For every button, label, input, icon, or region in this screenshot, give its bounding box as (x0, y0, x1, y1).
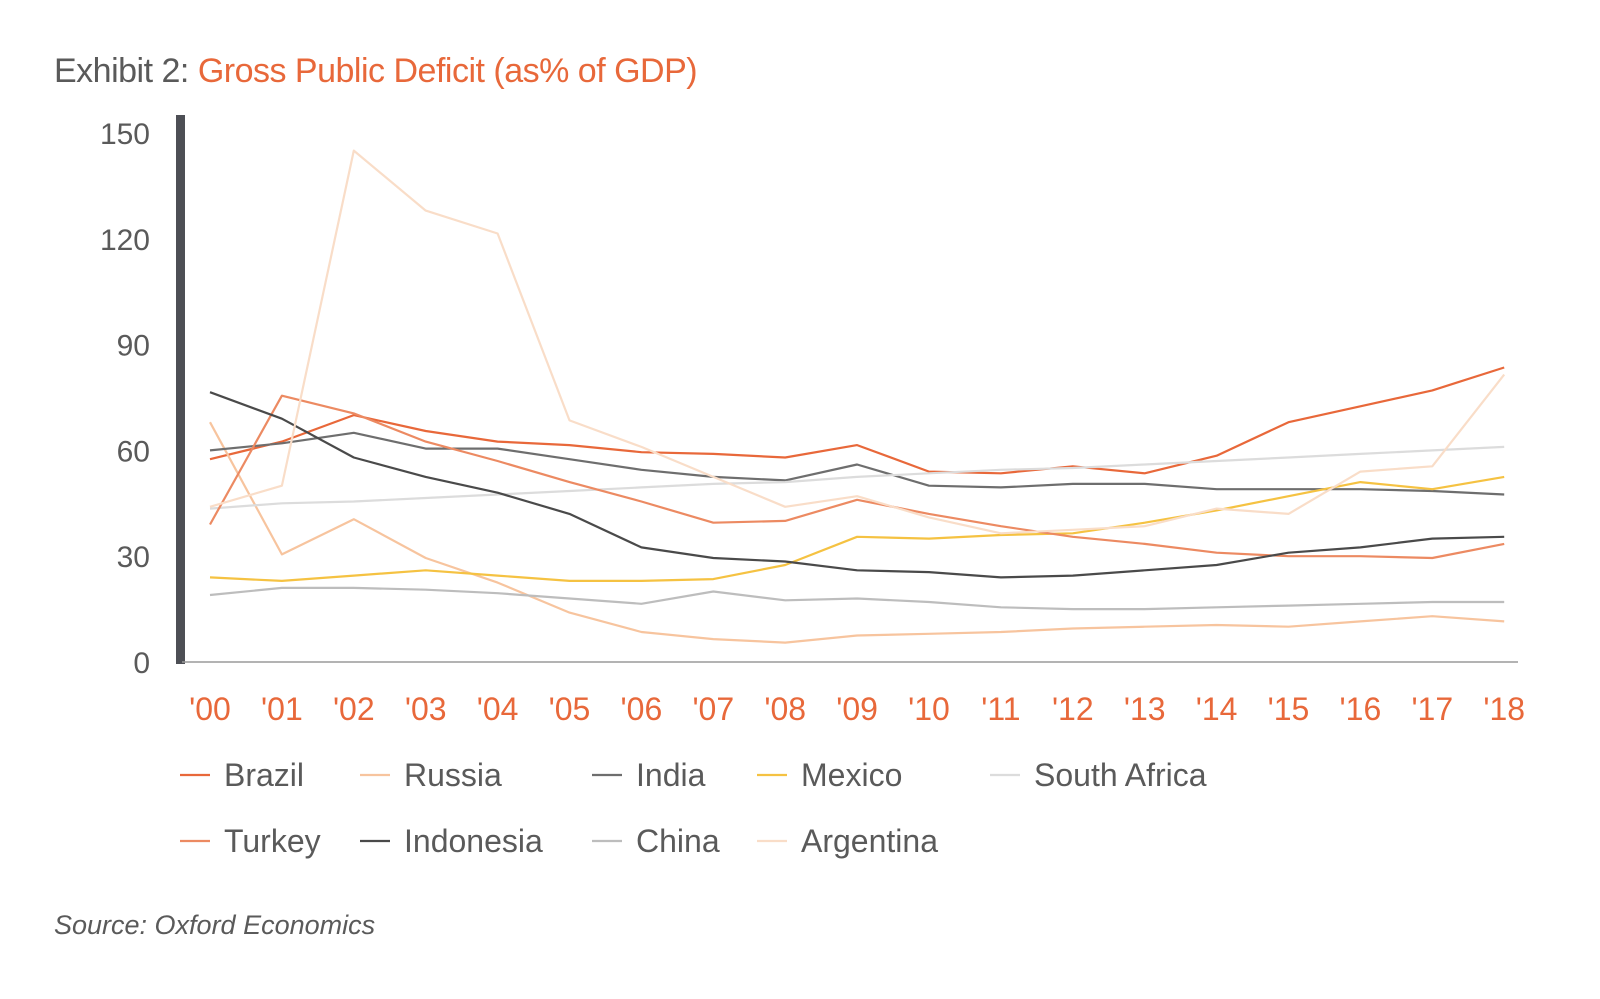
x-tick-label: '02 (333, 691, 375, 727)
legend-item-brazil: Brazil (180, 757, 304, 793)
y-tick-label: 90 (117, 330, 150, 363)
legend-label: Mexico (801, 757, 902, 793)
series-line-russia (209, 421, 1505, 644)
x-tick-label: '13 (1124, 691, 1166, 727)
legend-label: China (636, 823, 720, 859)
x-tick-label: '14 (1196, 691, 1238, 727)
legend-item-turkey: Turkey (180, 823, 321, 859)
legend-item-india: India (592, 757, 706, 793)
x-tick-label: '06 (621, 691, 663, 727)
x-tick-label: '15 (1268, 691, 1310, 727)
y-tick-label: 30 (117, 541, 150, 574)
y-tick-label: 120 (100, 224, 150, 257)
y-tick-label: 60 (117, 435, 150, 468)
legend-label: South Africa (1034, 757, 1207, 793)
legend-label: India (636, 757, 706, 793)
series-lines (209, 149, 1506, 644)
series-line-indonesia (209, 391, 1505, 579)
series-line-turkey (209, 394, 1505, 560)
series-line-india (209, 431, 1505, 496)
legend-item-mexico: Mexico (757, 757, 902, 793)
legend-label: Turkey (224, 823, 321, 859)
x-tick-label: '05 (549, 691, 591, 727)
x-tick-label: '07 (692, 691, 734, 727)
chart-title: Exhibit 2: Gross Public Deficit (as% of … (54, 52, 698, 91)
legend-label: Brazil (224, 757, 304, 793)
source-note: Source: Oxford Economics (54, 910, 376, 940)
title-prefix: Exhibit 2: (54, 52, 189, 90)
legend-item-russia: Russia (360, 757, 502, 793)
x-tick-label: '09 (836, 691, 878, 727)
x-tick-label: '03 (405, 691, 447, 727)
x-tick-label: '08 (764, 691, 806, 727)
y-axis-bar (176, 115, 185, 664)
x-tick-labels: '00 '01 '02 '03 '04 '05 '06 '07 '08 '09 '10 '11 '12 '… (189, 691, 1525, 727)
legend: Brazil Russia India Mexico South Africa Turke… (180, 757, 1207, 859)
x-tick-label: '00 (189, 691, 231, 727)
y-tick-labels: 0 30 60 90 120 150 (100, 118, 150, 680)
series-line-china (209, 586, 1505, 611)
y-axis (176, 115, 185, 664)
y-tick-label: 0 (133, 647, 150, 680)
series-line-mexico (209, 475, 1505, 583)
x-tick-label: '11 (981, 691, 1020, 727)
x-tick-label: '16 (1340, 691, 1382, 727)
x-tick-label: '01 (261, 691, 303, 727)
legend-label: Indonesia (404, 823, 543, 859)
legend-item-indonesia: Indonesia (360, 823, 543, 859)
y-tick-label: 150 (100, 118, 150, 151)
x-tick-label: '18 (1483, 691, 1525, 727)
title-main: Gross Public Deficit (as% of GDP) (197, 52, 698, 90)
legend-item-china: China (592, 823, 720, 859)
series-line-brazil (209, 366, 1505, 475)
legend-label: Argentina (801, 823, 938, 859)
legend-label: Russia (404, 757, 502, 793)
legend-item-argentina: Argentina (757, 823, 938, 859)
legend-item-south-africa: South Africa (990, 757, 1207, 793)
x-tick-label: '12 (1052, 691, 1094, 727)
series-line-argentina (209, 149, 1506, 535)
x-tick-label: '10 (908, 691, 950, 727)
x-tick-label: '04 (477, 691, 519, 727)
x-tick-label: '17 (1411, 691, 1453, 727)
series-line-south-africa (209, 445, 1505, 510)
